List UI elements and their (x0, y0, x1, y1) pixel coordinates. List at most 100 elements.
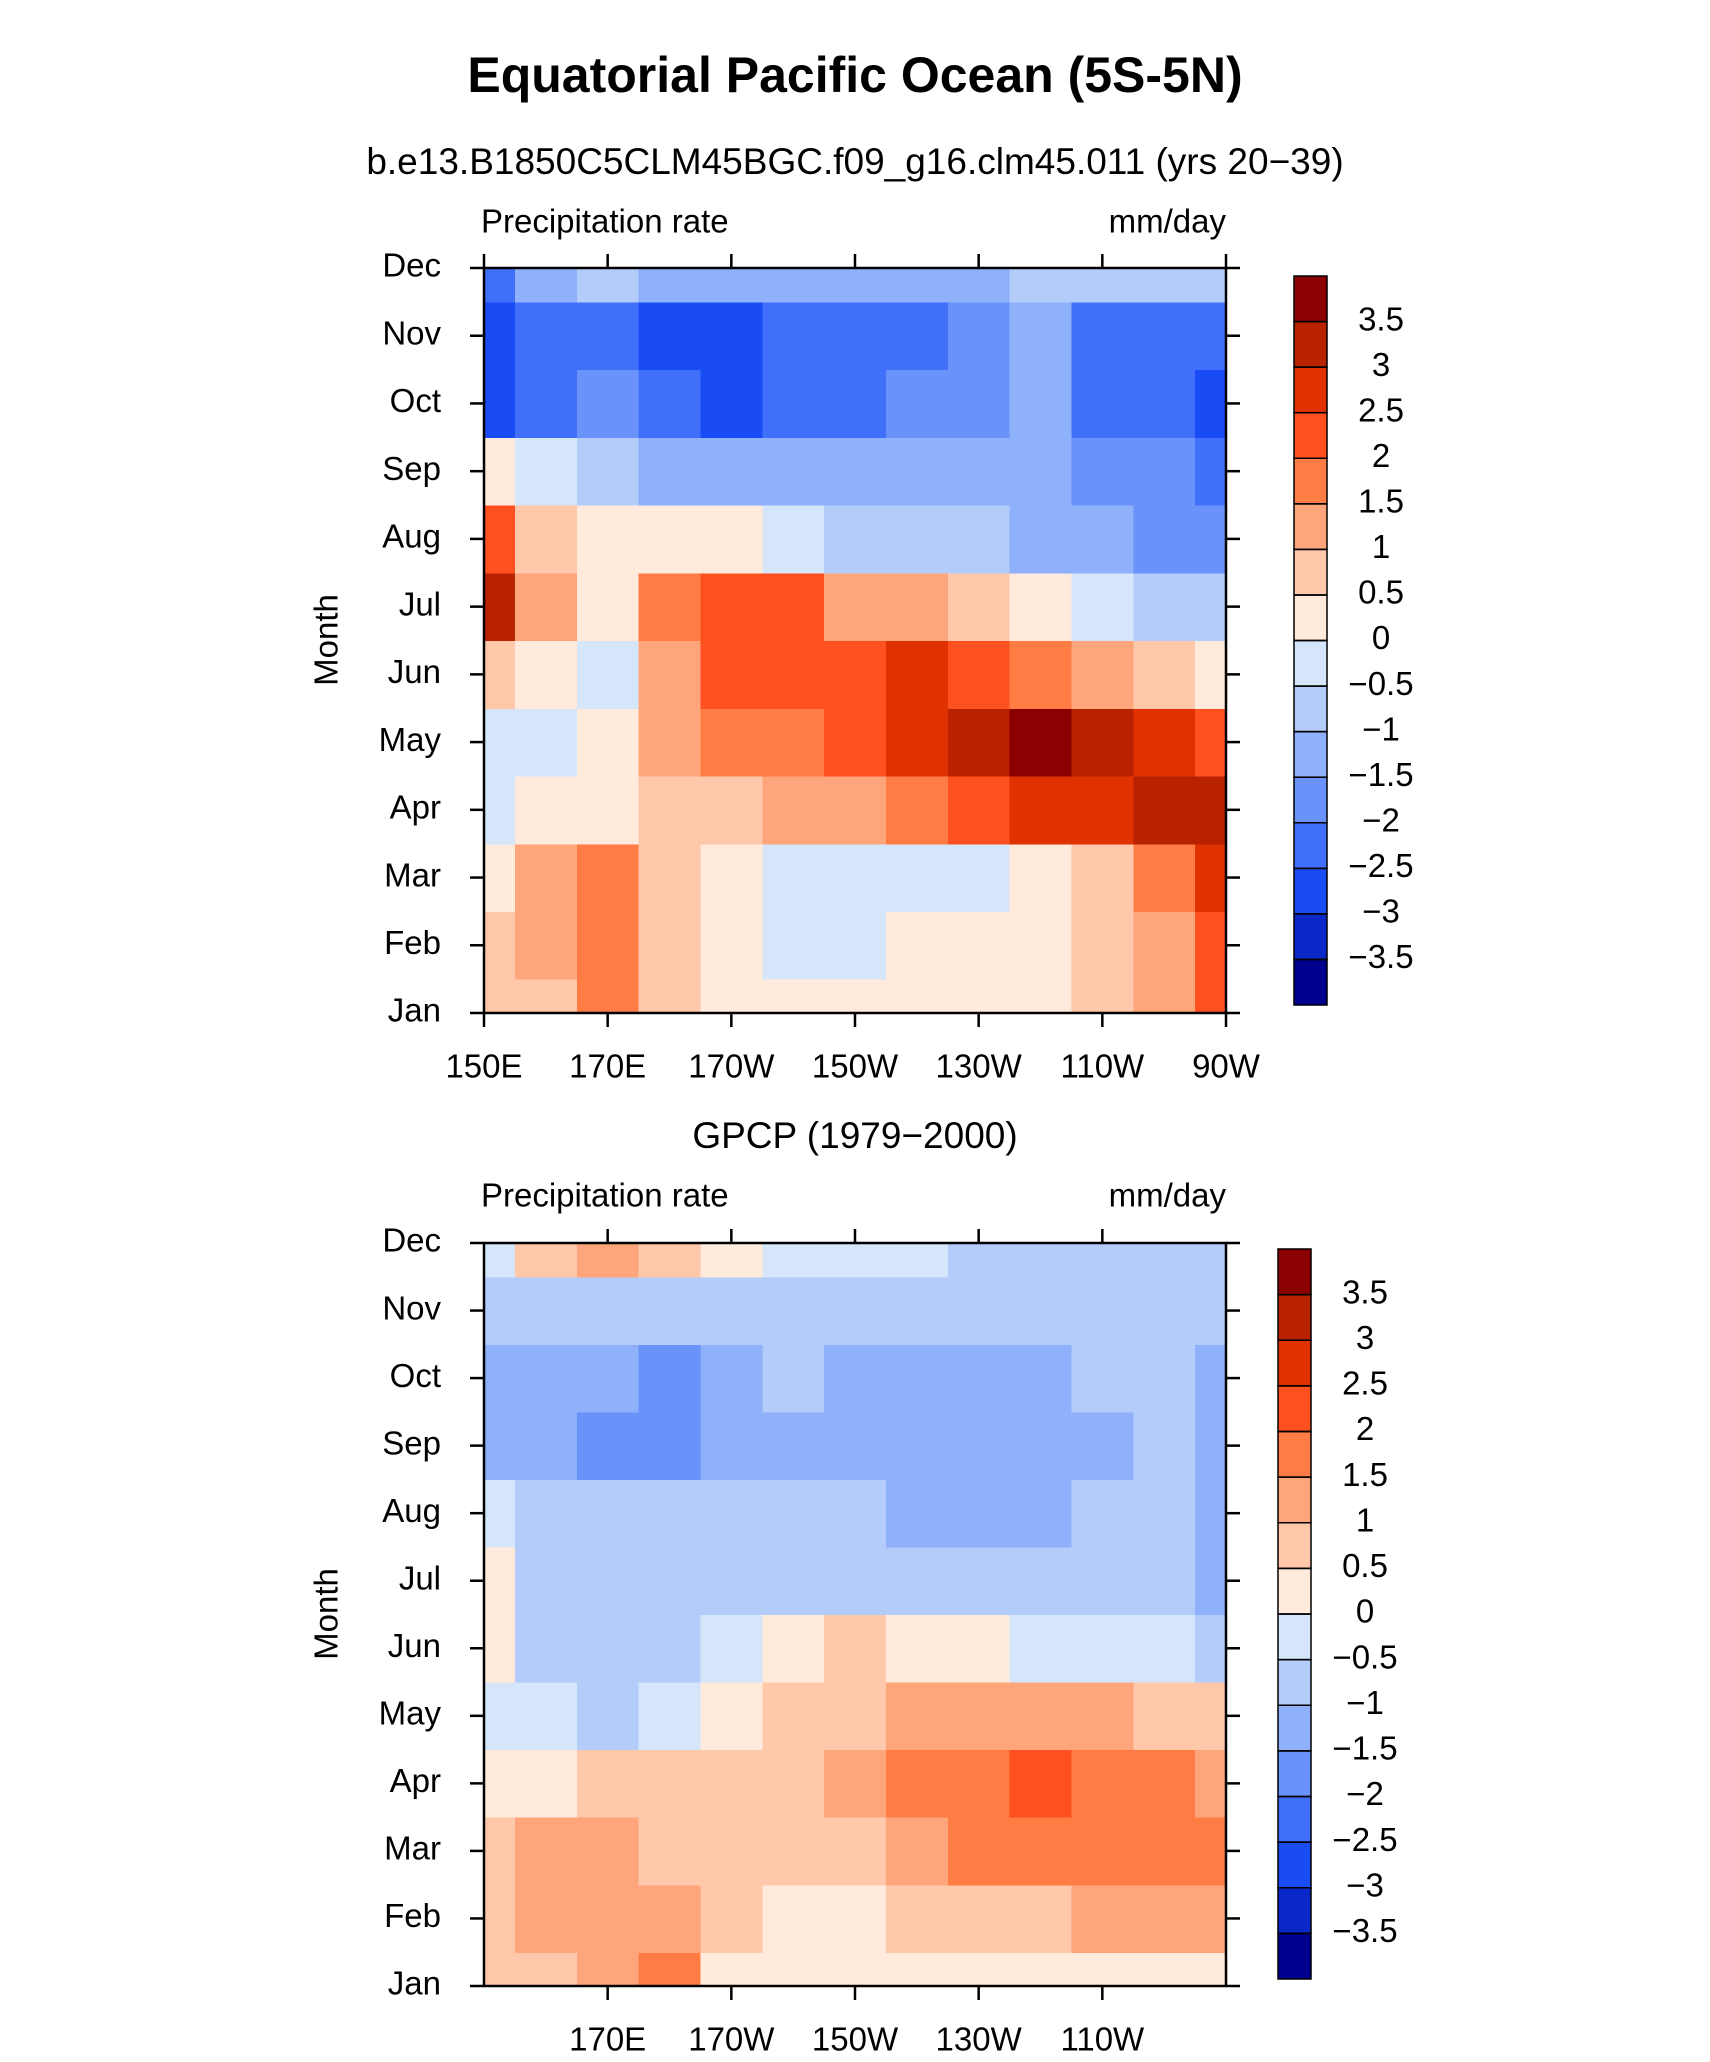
x-tick-label: 170E (569, 1048, 646, 1085)
contour-cell (1133, 979, 1196, 1014)
contour-cell (1009, 369, 1073, 438)
y-tick-label: Jan (388, 1965, 441, 2002)
contour-cell (1071, 979, 1134, 1014)
contour-cell (885, 640, 949, 709)
contour-cell (484, 301, 516, 371)
contour-cell (1009, 1952, 1073, 1987)
colorbar-box (1293, 730, 1328, 778)
contour-cell (1071, 1479, 1134, 1548)
contour-cell (484, 1682, 516, 1751)
contour-cell (885, 1243, 949, 1278)
colorbar-label: 1.5 (1342, 1456, 1388, 1493)
contour-cell (947, 1749, 1011, 1818)
contour-cell (1071, 1749, 1134, 1818)
contour-cell (1071, 572, 1134, 642)
x-tick-label: 170W (688, 1048, 775, 1085)
contour-cell (1133, 369, 1196, 438)
contour-cell (762, 1682, 825, 1751)
y-tick-label: Apr (390, 1762, 441, 1799)
contour-cell (576, 708, 640, 777)
contour-cell (700, 911, 763, 980)
colorbar-box (1293, 366, 1328, 414)
contour-cell (700, 572, 763, 642)
colorbar-label: −1.5 (1348, 756, 1413, 793)
contour-cell (1195, 1749, 1227, 1818)
contour-cell (514, 1817, 578, 1886)
contour-cell (1071, 1884, 1134, 1953)
colorbar-box (1293, 275, 1328, 323)
contour-cell (1195, 437, 1227, 506)
contour-cell (1009, 1884, 1073, 1953)
colorbar-box (1293, 822, 1328, 870)
y-tick-label: Jul (399, 585, 441, 622)
contour-cell (638, 708, 702, 777)
contour-cell (885, 1952, 949, 1987)
contour-cell (824, 1614, 887, 1683)
colorbar-box (1293, 411, 1328, 459)
contour-cell (947, 911, 1011, 980)
contour-cell (1009, 979, 1073, 1014)
contour-cell (1009, 1276, 1073, 1345)
contour-cell (824, 437, 887, 506)
contour-cell (700, 1344, 763, 1413)
contour-cell (638, 1682, 702, 1751)
contour-cell (1071, 1243, 1134, 1278)
contour-cell (824, 1479, 887, 1548)
contour-cell (1009, 268, 1073, 303)
contour-cell (824, 708, 887, 777)
contour-cell (514, 1344, 578, 1413)
contour-cell (484, 979, 516, 1014)
contour-cell (1009, 1344, 1073, 1413)
x-tick-label: 110W (1060, 2021, 1145, 2058)
contour-cell (638, 572, 702, 642)
contour-cell (885, 979, 949, 1014)
contour-cell (947, 301, 1011, 371)
contour-cell (1133, 1276, 1196, 1345)
contour-cell (762, 640, 825, 709)
colorbar-label: 0.5 (1358, 574, 1404, 611)
contour-cell (514, 1884, 578, 1953)
contour-cell (824, 572, 887, 642)
chart-subtitle: GPCP (1979−2000) (692, 1115, 1017, 1156)
contour-cell (638, 1749, 702, 1818)
colorbar-box (1277, 1476, 1312, 1524)
contour-cell (484, 437, 516, 506)
contour-cell (514, 1243, 578, 1278)
contour-cell (484, 1411, 516, 1481)
contour-cell (762, 911, 825, 980)
contour-cell (1195, 1884, 1227, 1953)
y-tick-label: Oct (390, 382, 441, 419)
y-tick-label: May (379, 721, 442, 758)
contour-cell (762, 505, 825, 574)
contour-cell (1133, 301, 1196, 371)
x-tick-label: 130W (936, 2021, 1023, 2058)
contour-cell (824, 1682, 887, 1751)
contour-cell (700, 1276, 763, 1345)
contour-cell (638, 1952, 702, 1987)
contour-cell (514, 1479, 578, 1548)
colorbar-label: 2 (1356, 1410, 1374, 1447)
colorbar-box (1277, 1567, 1312, 1615)
contour-cell (700, 1682, 763, 1751)
contour-cell (576, 1344, 640, 1413)
contour-cell (1071, 911, 1134, 980)
colorbar-label: −3.5 (1332, 1912, 1397, 1949)
contour-cell (638, 775, 702, 845)
contour-cell (885, 1682, 949, 1751)
colorbar-label: −3 (1362, 893, 1400, 930)
contour-cell (1195, 1243, 1227, 1278)
contour-cell (947, 1344, 1011, 1413)
contour-cell (824, 640, 887, 709)
contour-cell (1195, 369, 1227, 438)
contour-cell (824, 369, 887, 438)
units-label: mm/day (1109, 1177, 1227, 1214)
contour-cell (638, 843, 702, 913)
contour-cell (638, 505, 702, 574)
y-tick-label: Aug (382, 518, 441, 555)
contour-cell (1133, 640, 1196, 709)
contour-cell (1133, 843, 1196, 913)
contour-cell (947, 1479, 1011, 1548)
contour-cell (1195, 708, 1227, 777)
contour-cell (514, 301, 578, 371)
contour-cell (1133, 572, 1196, 642)
